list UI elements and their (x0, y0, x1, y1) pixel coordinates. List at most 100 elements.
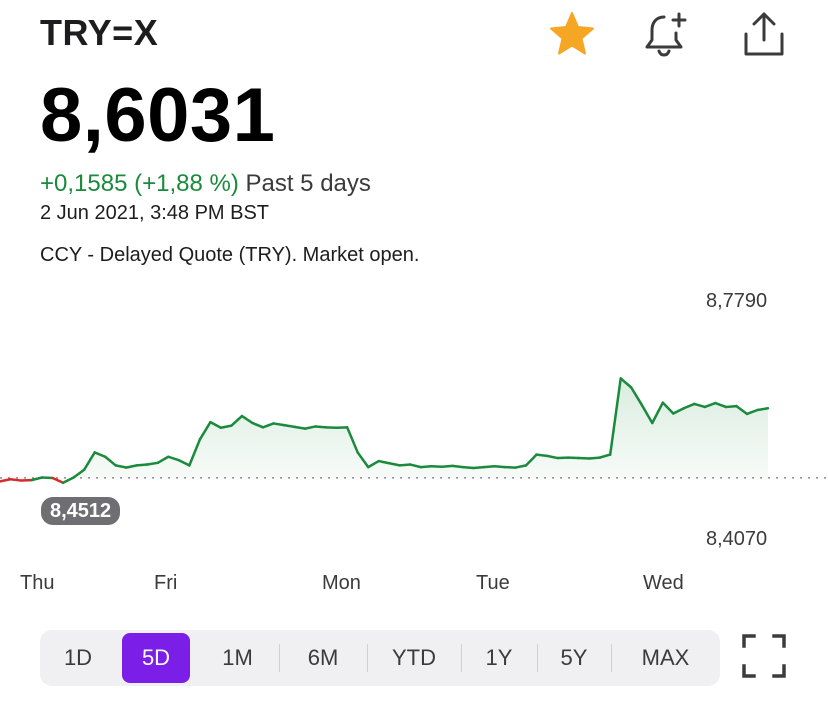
range-max-button[interactable]: MAX (641, 645, 690, 670)
price-line-segment (545, 454, 559, 460)
price-line-segment (240, 414, 254, 425)
price-line-segment (745, 408, 759, 416)
change-period: Past 5 days (245, 170, 371, 197)
price-line-segment (219, 424, 233, 430)
fullscreen-icon (742, 634, 786, 678)
price-line-segment (303, 425, 317, 430)
price-line-segment (9, 478, 23, 482)
price-line-segment (587, 456, 601, 460)
price-line-segment (629, 386, 644, 407)
y-axis-max-label: 8,7790 (706, 290, 768, 312)
price-line-segment (598, 453, 612, 459)
price-line-segment (230, 414, 244, 427)
price-line-segment (651, 401, 665, 425)
price-line-segment (619, 377, 633, 389)
price-line-segment (682, 402, 696, 410)
price-change-line: +0,1585 (+1,88 %) Past 5 days (40, 170, 371, 198)
price-line-segment (703, 401, 717, 409)
price-line-segment (461, 465, 475, 470)
price-chart[interactable] (0, 280, 828, 530)
price-line-segment (114, 464, 128, 469)
price-line-segment (482, 465, 496, 469)
range-separator (461, 644, 462, 672)
price-line-segment (209, 420, 223, 430)
range-5d-button[interactable]: 5D (122, 633, 190, 683)
price-line-segment (61, 476, 75, 484)
price-line-segment (293, 425, 307, 430)
price-line-segment (419, 465, 433, 469)
watchlist-button[interactable] (546, 8, 598, 60)
range-1d-button[interactable]: 1D (63, 645, 93, 670)
x-axis-label-mon: Mon (322, 572, 361, 594)
share-icon (744, 12, 784, 56)
price-line-segment (640, 403, 654, 425)
price-line-segment (472, 465, 486, 470)
price-line-segment (82, 451, 96, 471)
share-button[interactable] (738, 8, 790, 60)
price-line-segment (146, 461, 160, 466)
price-line-segment (672, 407, 686, 415)
price-line-segment (693, 402, 707, 409)
price-line-segment (188, 438, 202, 467)
price-line-segment (156, 455, 170, 465)
y-axis-min-label: 8,4070 (706, 528, 768, 550)
price-line-segment (167, 455, 181, 462)
range-separator (611, 644, 612, 672)
price-line-segment (30, 476, 44, 482)
price-line-segment (177, 458, 191, 467)
ticker-symbol: TRY=X (40, 12, 159, 53)
price-line-segment (314, 425, 328, 429)
price-line-segment (261, 422, 275, 429)
price-line-segment (451, 464, 465, 469)
price-line-segment (724, 404, 738, 409)
price-line-segment (661, 401, 675, 415)
range-selector: 1D 5D 1M 6M YTD 1Y 5Y MAX (40, 630, 720, 686)
add-alert-button[interactable] (640, 8, 692, 60)
price-line-segment (524, 453, 538, 467)
price-line-segment (72, 468, 86, 479)
range-separator (367, 644, 368, 672)
price-line-segment (272, 422, 286, 427)
star-icon (550, 12, 594, 55)
price-line-segment (345, 426, 359, 454)
price-line-segment (377, 459, 391, 465)
price-line-segment (735, 404, 749, 416)
price-line-segment (0, 478, 12, 483)
range-1m-button[interactable]: 1M (222, 645, 253, 670)
bell-plus-icon (645, 12, 687, 57)
fullscreen-button[interactable] (738, 630, 790, 682)
price-line-segment (440, 464, 454, 468)
price-line-segment (514, 464, 528, 469)
x-axis-label-wed: Wed (643, 572, 684, 594)
price-line-segment (398, 463, 412, 467)
price-line-segment (93, 451, 107, 458)
price-line-segment (51, 476, 65, 484)
x-axis-label-thu: Thu (20, 572, 55, 594)
price-line-segment (756, 407, 770, 412)
previous-close-badge: 8,4512 (41, 497, 121, 525)
price-line-segment (282, 423, 296, 429)
range-6m-button[interactable]: 6M (307, 645, 339, 670)
range-ytd-button[interactable]: YTD (392, 645, 436, 670)
x-axis-label-tue: Tue (476, 572, 510, 594)
price-line-segment (124, 464, 139, 469)
price-line-segment (608, 377, 622, 456)
price-line-segment (135, 463, 149, 467)
price-area-fill (0, 378, 768, 483)
x-axis-label-fri: Fri (154, 572, 178, 594)
price-line-segment (251, 421, 265, 429)
range-5y-button[interactable]: 5Y (560, 645, 588, 670)
price-line-segment (409, 463, 423, 469)
price-line-segment (198, 420, 212, 441)
price-line-segment (356, 451, 370, 469)
range-1y-button[interactable]: 1Y (485, 645, 513, 670)
price-line-segment (714, 401, 728, 409)
price-line-segment (493, 465, 507, 469)
quote-source-info: CCY - Delayed Quote (TRY). Market open. (40, 244, 420, 266)
price-line-segment (535, 453, 549, 458)
price-line-segment (388, 461, 402, 467)
price-line-segment (103, 455, 117, 467)
quote-timestamp: 2 Jun 2021, 3:48 PM BST (40, 202, 270, 224)
price-line-segment (366, 459, 380, 469)
current-price: 8,6031 (40, 73, 276, 158)
